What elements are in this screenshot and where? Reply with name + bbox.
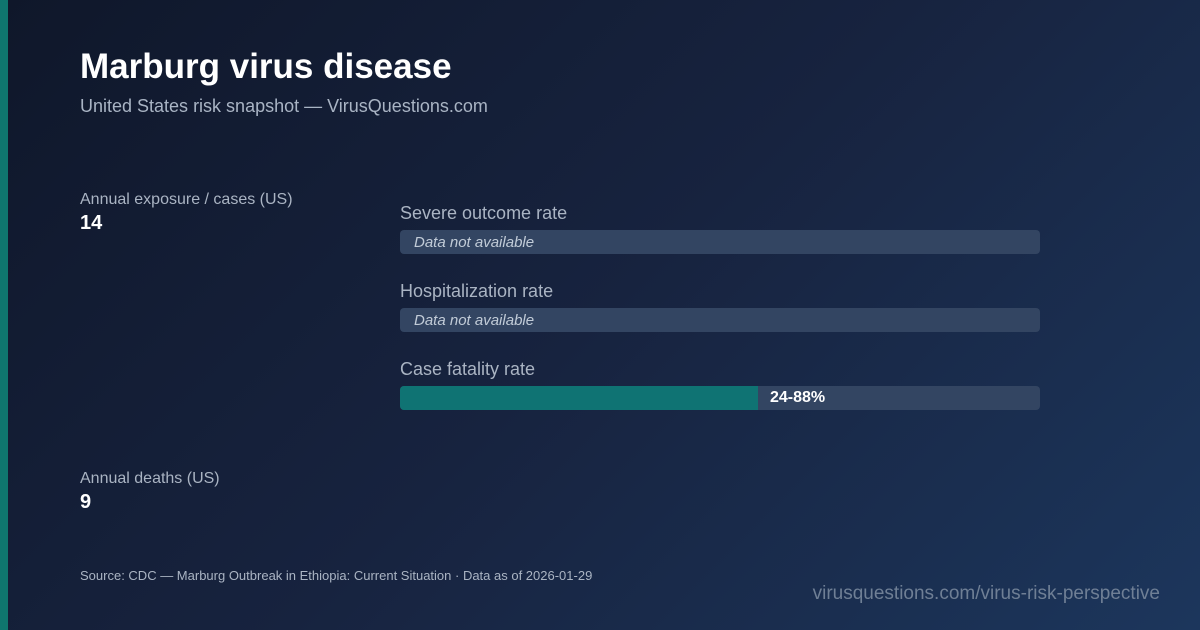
cases-value: 14 xyxy=(80,212,103,234)
hospitalization-bar: Data not available xyxy=(400,308,1040,332)
deaths-value: 9 xyxy=(80,491,92,513)
cases-label: Annual exposure / cases (US) xyxy=(80,191,293,208)
case-fatality-label: Case fatality rate xyxy=(400,359,536,379)
case-fatality-bar: 24-88% xyxy=(400,386,1040,410)
hospitalization-value: Data not available xyxy=(414,312,535,329)
deaths-label: Annual deaths (US) xyxy=(80,470,220,487)
severe-outcome-bar: Data not available xyxy=(400,230,1040,254)
page-subtitle: United States risk snapshot — VirusQuest… xyxy=(80,96,488,116)
severe-outcome-value: Data not available xyxy=(414,234,535,251)
site-url: virusquestions.com/virus-risk-perspectiv… xyxy=(812,583,1160,604)
severe-outcome-label: Severe outcome rate xyxy=(400,203,568,223)
case-fatality-fill xyxy=(400,386,758,410)
case-fatality-value: 24-88% xyxy=(770,389,826,406)
hospitalization-label: Hospitalization rate xyxy=(400,281,554,301)
accent-bar xyxy=(0,0,8,630)
page-title: Marburg virus disease xyxy=(80,47,452,86)
source-note: Source: CDC — Marburg Outbreak in Ethiop… xyxy=(80,568,593,583)
